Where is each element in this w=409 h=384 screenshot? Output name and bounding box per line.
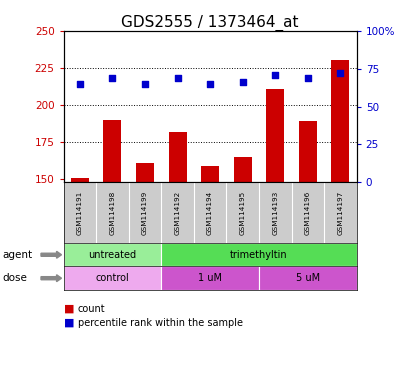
Point <box>142 81 148 87</box>
Bar <box>63 266 161 290</box>
Bar <box>330 60 348 182</box>
Bar <box>258 266 356 290</box>
Text: GSM114193: GSM114193 <box>272 190 278 235</box>
Bar <box>233 157 251 182</box>
Bar <box>298 121 316 182</box>
Point <box>271 72 278 78</box>
Text: GSM114195: GSM114195 <box>239 190 245 235</box>
Text: GSM114199: GSM114199 <box>142 190 148 235</box>
Bar <box>266 89 283 182</box>
Bar <box>201 166 218 182</box>
Text: untreated: untreated <box>88 250 136 260</box>
Text: trimethyltin: trimethyltin <box>229 250 287 260</box>
Bar <box>161 266 258 290</box>
Text: GSM114194: GSM114194 <box>207 190 213 235</box>
Text: dose: dose <box>2 273 27 283</box>
Text: 5 uM: 5 uM <box>295 273 319 283</box>
Text: GSM114197: GSM114197 <box>337 190 343 235</box>
Bar <box>161 243 356 266</box>
Bar <box>71 178 89 182</box>
Text: GSM114196: GSM114196 <box>304 190 310 235</box>
Text: ■: ■ <box>63 318 74 328</box>
Text: control: control <box>95 273 129 283</box>
Text: count: count <box>78 304 105 314</box>
Point <box>109 74 115 81</box>
Point <box>206 81 213 87</box>
Text: percentile rank within the sample: percentile rank within the sample <box>78 318 242 328</box>
Point <box>336 70 343 76</box>
Bar <box>103 120 121 182</box>
Bar <box>63 243 161 266</box>
Point <box>239 79 245 85</box>
Text: GSM114198: GSM114198 <box>109 190 115 235</box>
Text: ■: ■ <box>63 304 74 314</box>
Point <box>174 74 180 81</box>
Text: GSM114191: GSM114191 <box>76 190 83 235</box>
Title: GDS2555 / 1373464_at: GDS2555 / 1373464_at <box>121 15 298 31</box>
Bar <box>136 163 153 182</box>
Text: GSM114192: GSM114192 <box>174 190 180 235</box>
Text: 1 uM: 1 uM <box>198 273 222 283</box>
Point <box>304 74 310 81</box>
Text: agent: agent <box>2 250 32 260</box>
Point <box>76 81 83 87</box>
Bar <box>168 132 186 182</box>
